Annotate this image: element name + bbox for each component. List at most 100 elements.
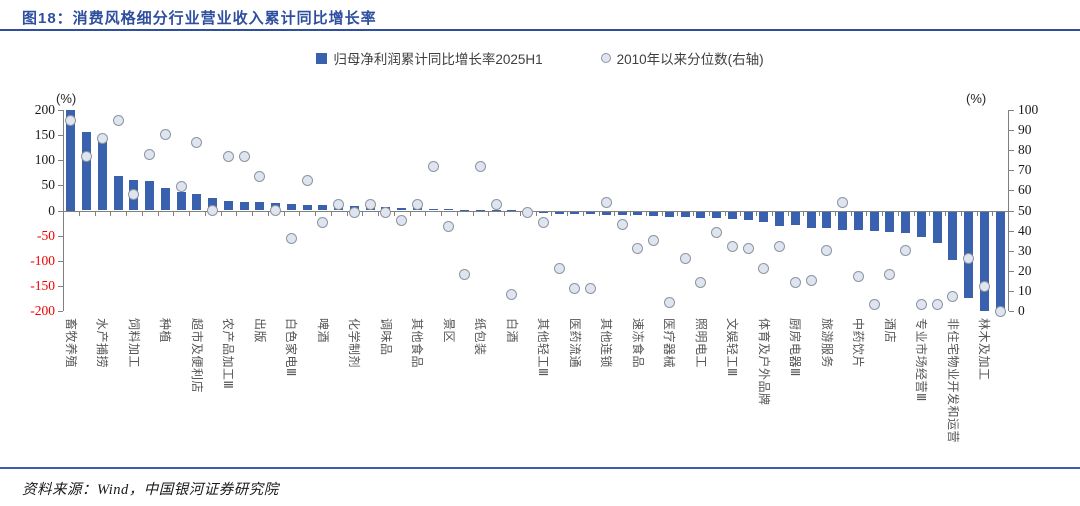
right-axis-tick <box>1009 110 1014 111</box>
left-axis-tick <box>58 110 63 111</box>
percentile-dot <box>254 170 266 182</box>
right-axis-tick <box>1009 270 1014 272</box>
category-axis-tick <box>866 210 868 216</box>
left-axis-tick-label: 0 <box>48 202 55 218</box>
category-label: 出版 <box>252 318 267 344</box>
bar <box>806 211 816 229</box>
percentile-dot <box>191 136 203 148</box>
percentile-dot <box>758 263 770 275</box>
category-axis-tick <box>708 210 710 216</box>
top-rule <box>0 29 1080 31</box>
left-axis-tick <box>58 185 63 187</box>
category-axis-tick <box>945 210 946 216</box>
right-axis-tick <box>1009 170 1014 172</box>
bar <box>176 192 186 211</box>
bar <box>302 204 312 211</box>
category-axis-tick <box>330 210 332 216</box>
category-axis-tick <box>882 210 883 216</box>
category-axis-tick <box>661 210 663 216</box>
category-label: 畜牧养殖 <box>63 318 78 369</box>
figure-title: 图18：消费风格细分行业营业收入累计同比增长率 <box>22 10 377 27</box>
percentile-dot <box>852 271 864 283</box>
bar <box>145 180 155 211</box>
right-axis-tick-label: 90 <box>1018 122 1032 138</box>
left-axis-tick <box>58 260 63 262</box>
category-label: 非住宅物业开发和运营 <box>945 318 960 444</box>
percentile-dot <box>900 245 912 257</box>
percentile-dot <box>774 241 786 253</box>
percentile-dot <box>333 198 345 210</box>
bar <box>223 200 233 211</box>
bar <box>318 205 328 211</box>
dot-series-swatch-icon <box>600 53 611 63</box>
category-axis-tick <box>756 210 757 216</box>
bar <box>82 132 92 211</box>
bar <box>995 211 1005 311</box>
category-axis-tick <box>504 210 505 216</box>
percentile-dot <box>663 297 675 309</box>
percentile-dot <box>301 174 313 186</box>
category-label: 专业市场经营Ⅲ <box>914 318 929 402</box>
percentile-dot <box>222 150 234 162</box>
category-label: 其他连锁 <box>599 318 614 369</box>
category-label: 医药流通 <box>567 318 582 369</box>
bar <box>507 210 517 212</box>
percentile-dot <box>742 243 754 255</box>
category-label: 酒店 <box>882 318 897 344</box>
category-axis-tick <box>787 210 789 216</box>
category-axis-tick <box>94 210 96 216</box>
bar <box>633 211 643 216</box>
right-axis-tick <box>1009 130 1014 132</box>
percentile-dot <box>270 205 282 216</box>
percentile-dot <box>396 215 408 227</box>
left-axis-tick-label: 100 <box>34 152 55 168</box>
category-label: 中药饮片 <box>851 318 866 369</box>
bar <box>255 202 265 211</box>
category-axis-tick <box>740 210 742 216</box>
percentile-dot <box>978 281 990 293</box>
category-axis-tick <box>771 210 773 216</box>
percentile-dot <box>474 160 486 172</box>
percentile-dot <box>411 198 423 210</box>
left-axis-tick <box>58 285 63 287</box>
right-axis-tick <box>1009 290 1014 292</box>
category-axis-tick <box>976 210 978 216</box>
category-axis-tick <box>441 210 442 216</box>
category-axis-tick <box>236 210 238 216</box>
percentile-dot <box>427 160 439 172</box>
category-label: 农产品加工Ⅲ <box>221 318 236 390</box>
category-axis-tick <box>850 210 852 216</box>
bar <box>775 211 785 226</box>
percentile-dot <box>947 291 959 303</box>
percentile-dot <box>81 150 93 162</box>
left-axis-tick <box>58 160 63 162</box>
percentile-dot <box>144 148 156 160</box>
bar <box>885 211 895 233</box>
category-axis-tick <box>992 210 994 216</box>
category-axis-tick <box>283 210 285 216</box>
category-axis-tick <box>803 210 805 216</box>
category-axis-tick <box>110 210 112 216</box>
percentile-dot <box>128 188 140 200</box>
percentile-dot <box>553 263 565 275</box>
category-axis-tick <box>63 210 64 216</box>
category-axis-tick <box>267 210 269 216</box>
category-axis-tick <box>393 210 395 216</box>
bar <box>916 211 926 238</box>
category-axis-tick <box>315 210 316 216</box>
bar <box>208 197 218 211</box>
category-axis-tick <box>157 210 159 216</box>
category-label: 文娱轻工Ⅲ <box>725 318 740 377</box>
percentile-dot <box>884 269 896 281</box>
bar <box>932 211 942 244</box>
percentile-dot <box>632 243 644 255</box>
bar <box>97 140 107 211</box>
category-axis-tick <box>724 210 726 216</box>
bar <box>601 211 611 215</box>
percentile-dot <box>679 253 691 265</box>
category-axis-tick <box>126 210 127 216</box>
category-axis-tick <box>409 210 411 216</box>
category-axis-tick <box>598 210 600 216</box>
category-axis-tick <box>472 210 474 216</box>
percentile-dot <box>789 277 801 289</box>
